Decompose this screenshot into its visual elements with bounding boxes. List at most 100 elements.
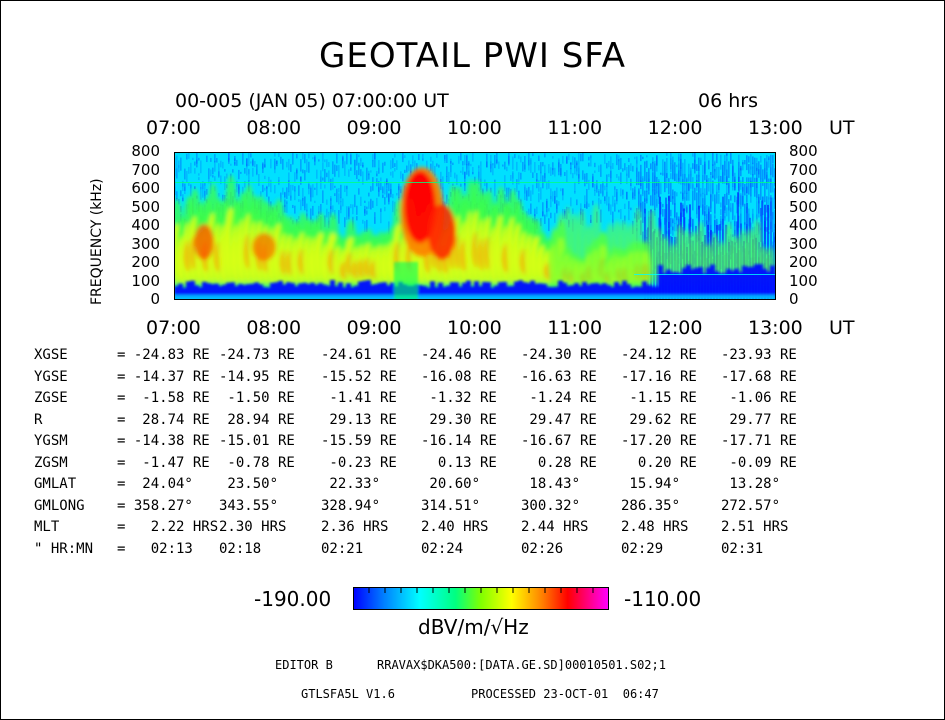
spectrogram-noise-streak [582, 170, 584, 180]
spectrogram-noise-streak [770, 167, 772, 184]
spectrogram-noise-streak [200, 186, 202, 200]
spectrogram-noise-streak [750, 182, 752, 203]
spectrogram-noise-streak [664, 209, 666, 225]
spectrogram-noise-streak [550, 167, 552, 176]
spectrogram-noise-streak [326, 208, 328, 218]
spectrogram-noise-streak [462, 166, 464, 175]
spectrogram-noise-streak [314, 155, 316, 166]
spectrogram-noise-streak [658, 217, 660, 237]
spectrogram-low-band [670, 272, 675, 298]
ephemeris-cell: -24.61 RE [321, 347, 397, 363]
spectrogram-noise-streak [570, 162, 572, 165]
y-tick-right: 800 [789, 142, 818, 160]
spectrogram-low-band [482, 282, 487, 298]
spectrogram-noise-streak [632, 188, 634, 200]
spectrogram-noise-streak [540, 218, 542, 227]
spectrogram-noise-streak [306, 213, 308, 221]
spectrogram-noise-streak [504, 175, 506, 183]
spectrogram-noise-streak [268, 196, 270, 207]
ephemeris-cell: -24.46 RE [421, 347, 497, 363]
spectrogram-noise-streak [618, 209, 620, 213]
spectrogram-low-band [758, 264, 763, 298]
spectrogram-noise-streak [336, 153, 338, 160]
spectrogram-noise-streak [552, 156, 554, 159]
spectrogram-noise-streak [234, 158, 236, 165]
spectrogram-low-band [450, 282, 455, 298]
spectrogram-noise-streak [474, 176, 476, 186]
spectrogram-noise-streak [542, 211, 544, 217]
spectrogram-noise-streak [402, 173, 404, 182]
spectrogram-noise-streak [384, 181, 386, 195]
ephemeris-row-label: ZGSM [34, 454, 68, 471]
spectrogram-noise-streak [512, 156, 514, 170]
spectrogram-noise-streak [670, 217, 672, 234]
spectrogram-noise-streak [542, 202, 544, 216]
spectrogram-noise-streak [620, 172, 622, 185]
spectrogram-noise-streak [278, 152, 280, 157]
spectrogram-low-band [614, 282, 619, 298]
spectrogram-noise-streak [706, 205, 708, 219]
spectrogram-low-band [546, 286, 551, 298]
spectrogram-noise-streak [604, 196, 606, 202]
spectrogram-noise-streak [556, 208, 558, 213]
spectrogram-low-band [454, 282, 459, 298]
spectrogram-noise-streak [422, 154, 424, 161]
y-tick-left: 500 [131, 197, 160, 216]
spectrogram-noise-streak [354, 165, 356, 176]
spectrogram-noise-streak [568, 153, 570, 160]
spectrogram-low-band [430, 281, 435, 298]
spectrogram-noise-streak [682, 178, 684, 201]
spectrogram-noise-streak [342, 198, 344, 207]
spectrogram-noise-streak [758, 161, 760, 175]
spectrogram-noise-streak [464, 182, 466, 192]
spectrogram-noise-streak [670, 209, 672, 217]
spectrogram-noise-streak [344, 185, 346, 192]
spectrogram-noise-streak [244, 180, 246, 188]
spectrogram-noise-streak [360, 159, 362, 167]
spectrogram-noise-streak [562, 188, 564, 201]
ephemeris-cell: 2.30 HRS [219, 519, 287, 535]
spectrogram-noise-streak [298, 185, 300, 197]
ephemeris-cell: = 02:13 [117, 540, 193, 557]
spectrogram-noise-streak [626, 167, 628, 176]
spectrogram-noise-streak [770, 178, 772, 193]
spectrogram-noise-streak [612, 211, 614, 223]
spectrogram-noise-streak [238, 169, 240, 180]
spectrogram-noise-streak [212, 175, 214, 178]
spectrogram-noise-streak [570, 167, 572, 175]
spectrogram-low-band [750, 266, 755, 298]
spectrogram-low-band [590, 283, 595, 298]
spectrogram-noise-streak [694, 187, 696, 201]
ephemeris-cell: 328.94° [321, 497, 381, 514]
spectrogram-low-band [734, 268, 739, 298]
ephemeris-cell: = -1.47 RE [117, 454, 210, 471]
spectrogram-low-band [462, 282, 467, 298]
spectrogram-low-band [498, 282, 503, 298]
spectrogram-noise-streak [372, 159, 374, 168]
spectrogram-noise-streak [718, 167, 720, 187]
spectrogram-noise-streak [442, 176, 444, 190]
spectrogram-noise-streak [770, 195, 772, 199]
spectrogram-noise-streak [766, 227, 768, 232]
spectrogram-noise-streak [308, 184, 310, 189]
spectrogram-noise-streak [460, 170, 462, 173]
spectrogram-low-band [338, 282, 343, 298]
spectrogram-spot-red [194, 224, 214, 260]
spectrogram-noise-streak [320, 170, 322, 182]
spectrogram-low-band [638, 286, 643, 298]
spectrogram-noise-streak [330, 206, 332, 218]
spectrogram-noise-streak [732, 159, 734, 177]
ephemeris-cell: 28.94 RE [219, 411, 295, 428]
spectrogram-noise-streak [696, 164, 698, 171]
spectrogram-noise-streak [772, 212, 774, 233]
spectrogram-noise-streak [294, 190, 296, 201]
x-tick-top: 07:00 [146, 117, 201, 139]
spectrogram-low-band [518, 280, 523, 298]
spectrogram-low-band [646, 285, 651, 298]
spectrogram-noise-streak [584, 204, 586, 208]
spectrogram-noise-streak [326, 159, 328, 168]
spectrogram-noise-streak [774, 223, 776, 229]
spectrogram-noise-streak [400, 189, 402, 194]
spectrogram-noise-streak [334, 185, 336, 188]
spectrogram-noise-streak [598, 197, 600, 210]
